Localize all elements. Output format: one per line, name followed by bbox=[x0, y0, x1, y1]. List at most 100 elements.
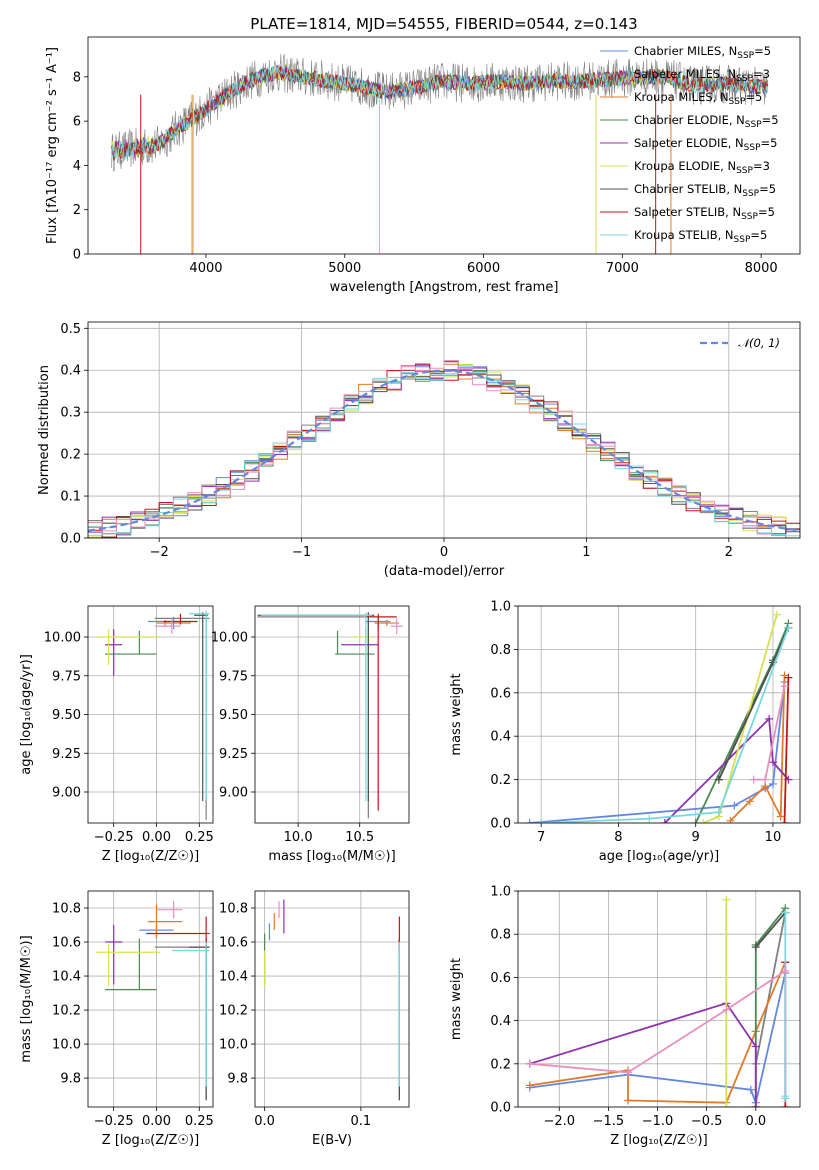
weight-series bbox=[541, 627, 790, 823]
x-tick-label: 0.1 bbox=[351, 1114, 372, 1129]
x-axis-label: wavelength [Angstrom, rest frame] bbox=[330, 280, 559, 295]
weight-series bbox=[529, 1002, 757, 1107]
axes-frame bbox=[87, 605, 214, 824]
y-tick-label: 9.75 bbox=[219, 669, 248, 684]
plot-area bbox=[525, 895, 790, 1107]
y-axis-label: mass weight bbox=[449, 673, 464, 755]
y-tick-label: 0.5 bbox=[60, 322, 81, 337]
x-axis-label: E(B-V) bbox=[312, 1133, 352, 1148]
x-tick-label: −2.0 bbox=[543, 1114, 575, 1129]
legend-subscript: SSP bbox=[741, 212, 758, 222]
panel-mass_vs_ebv: 0.0 0.1 9.8 10.0 10.2 10.4 10.6 10.8 E(B-V) bbox=[219, 890, 410, 1148]
weight-point bbox=[781, 1092, 790, 1101]
y-tick-label: 9.8 bbox=[60, 1072, 81, 1087]
legend-subscript: SSP bbox=[744, 143, 761, 153]
axes-frame bbox=[517, 890, 801, 1108]
weight-point bbox=[722, 1103, 731, 1107]
y-tick-label: 10.6 bbox=[52, 936, 81, 951]
y-tick-label: 0.0 bbox=[60, 532, 81, 547]
legend-label: Chabrier ELODIE, NSSP=5 bbox=[634, 113, 779, 130]
y-tick-label: 0.2 bbox=[490, 1057, 511, 1072]
x-tick-label: 0.0 bbox=[745, 1114, 766, 1129]
y-tick-label: 1.0 bbox=[490, 600, 511, 615]
x-tick-label: 7000 bbox=[606, 261, 639, 276]
histogram-series bbox=[88, 365, 800, 537]
weight-point bbox=[726, 816, 735, 823]
weight-point bbox=[537, 819, 546, 823]
y-axis-label: Flux [fλ10⁻¹⁷ erg cm⁻² s⁻¹ A⁻¹] bbox=[45, 47, 60, 244]
legend-label: Kroupa ELODIE, NSSP=3 bbox=[634, 159, 770, 176]
weight-point bbox=[781, 966, 790, 975]
y-tick-label: 9.8 bbox=[227, 1072, 248, 1087]
x-tick-label: 0.25 bbox=[185, 830, 214, 845]
x-tick-label: −1.5 bbox=[593, 1114, 625, 1129]
plot-area bbox=[96, 901, 210, 1101]
panels: 4000 5000 6000 7000 8000 0 2 4 6 8 wavelength [Ang… bbox=[19, 36, 801, 1148]
weight-point bbox=[784, 673, 793, 682]
spectrum-line bbox=[111, 65, 769, 160]
x-tick-label: −2 bbox=[150, 545, 169, 560]
y-tick-label: 0.3 bbox=[60, 406, 81, 421]
y-tick-label: 2 bbox=[73, 203, 81, 218]
panel-age_vs_Z: −0.25 0.00 0.25 9.00 9.25 9.50 9.75 10.00 Z [log… bbox=[19, 605, 214, 864]
y-tick-label: 0.2 bbox=[60, 448, 81, 463]
legend-label: Salpeter ELODIE, NSSP=5 bbox=[634, 136, 777, 153]
legend-value: =5 bbox=[759, 182, 776, 196]
weight-point bbox=[699, 819, 708, 823]
weight-series bbox=[783, 677, 790, 823]
axes-frame bbox=[87, 321, 801, 539]
weight-point bbox=[781, 908, 790, 917]
x-tick-label: 2 bbox=[725, 545, 733, 560]
spectrum-line bbox=[111, 66, 769, 159]
y-axis-label: mass [log₁₀(M/M☉)] bbox=[19, 935, 34, 1062]
y-tick-label: 0.6 bbox=[490, 971, 511, 986]
weight-point bbox=[714, 775, 723, 784]
legend-label: Chabrier STELIB, NSSP=5 bbox=[634, 182, 776, 199]
legend-value: =5 bbox=[745, 90, 762, 104]
legend-value: =3 bbox=[753, 159, 770, 173]
axes-frame bbox=[254, 605, 410, 824]
x-tick-label: 1 bbox=[582, 545, 590, 560]
weight-point bbox=[745, 797, 754, 806]
legend-label: Salpeter MILES, NSSP=3 bbox=[634, 67, 770, 84]
y-tick-label: 10.0 bbox=[219, 1038, 248, 1053]
y-tick-label: 0.8 bbox=[490, 928, 511, 943]
plot-area bbox=[525, 610, 793, 823]
y-tick-label: 0.1 bbox=[60, 490, 81, 505]
panel-spectrum: 4000 5000 6000 7000 8000 0 2 4 6 8 wavelength [Ang… bbox=[45, 36, 801, 295]
x-axis-label: age [log₁₀(age/yr)] bbox=[599, 849, 720, 864]
y-tick-label: 10.2 bbox=[52, 1004, 81, 1019]
x-tick-label: 0.00 bbox=[142, 830, 171, 845]
y-tick-label: 8 bbox=[73, 70, 81, 85]
legend-value: =5 bbox=[762, 113, 779, 127]
panel-age_vs_mass: 10.0 10.5 9.00 9.25 9.50 9.75 10.00 mass [log₁₀… bbox=[211, 605, 410, 864]
legend-subscript: SSP bbox=[737, 51, 754, 61]
y-tick-label: 0.2 bbox=[490, 773, 511, 788]
legend-value: =5 bbox=[754, 44, 771, 58]
panel-weight_vs_age: 7 8 9 10 0.0 0.2 0.4 0.6 0.8 1.0 age [log₁₀(age/yr… bbox=[449, 600, 801, 864]
weight-point bbox=[784, 623, 793, 632]
plot-area bbox=[111, 53, 769, 254]
plot-area bbox=[88, 360, 800, 538]
weight-series bbox=[529, 970, 786, 1074]
weight-point bbox=[660, 819, 669, 823]
panel-weight_vs_Z: −2.0 −1.5 −1.0 −0.5 0.0 0.0 0.2 0.4 0.6 0.8 1.0 Z [… bbox=[449, 885, 801, 1148]
y-tick-label: 4 bbox=[73, 159, 81, 174]
y-tick-label: 0.0 bbox=[490, 817, 511, 832]
plot-area bbox=[264, 899, 400, 1101]
y-tick-label: 9.50 bbox=[52, 708, 81, 723]
legend-subscript: SSP bbox=[734, 235, 751, 245]
axes-frame bbox=[254, 890, 410, 1108]
y-tick-label: 0 bbox=[73, 248, 81, 263]
x-axis-label: Z [log₁₀(Z/Z☉)] bbox=[610, 1133, 707, 1148]
y-tick-label: 10.8 bbox=[52, 902, 81, 917]
spectrum-line bbox=[111, 53, 769, 172]
weight-point bbox=[714, 808, 723, 817]
weight-point bbox=[691, 819, 700, 823]
weight-point bbox=[761, 775, 770, 784]
legend-subscript: SSP bbox=[742, 189, 759, 199]
x-tick-label: 10 bbox=[765, 830, 782, 845]
y-tick-label: 0.8 bbox=[490, 643, 511, 658]
plot-area bbox=[257, 612, 403, 819]
x-tick-label: 9 bbox=[692, 830, 700, 845]
